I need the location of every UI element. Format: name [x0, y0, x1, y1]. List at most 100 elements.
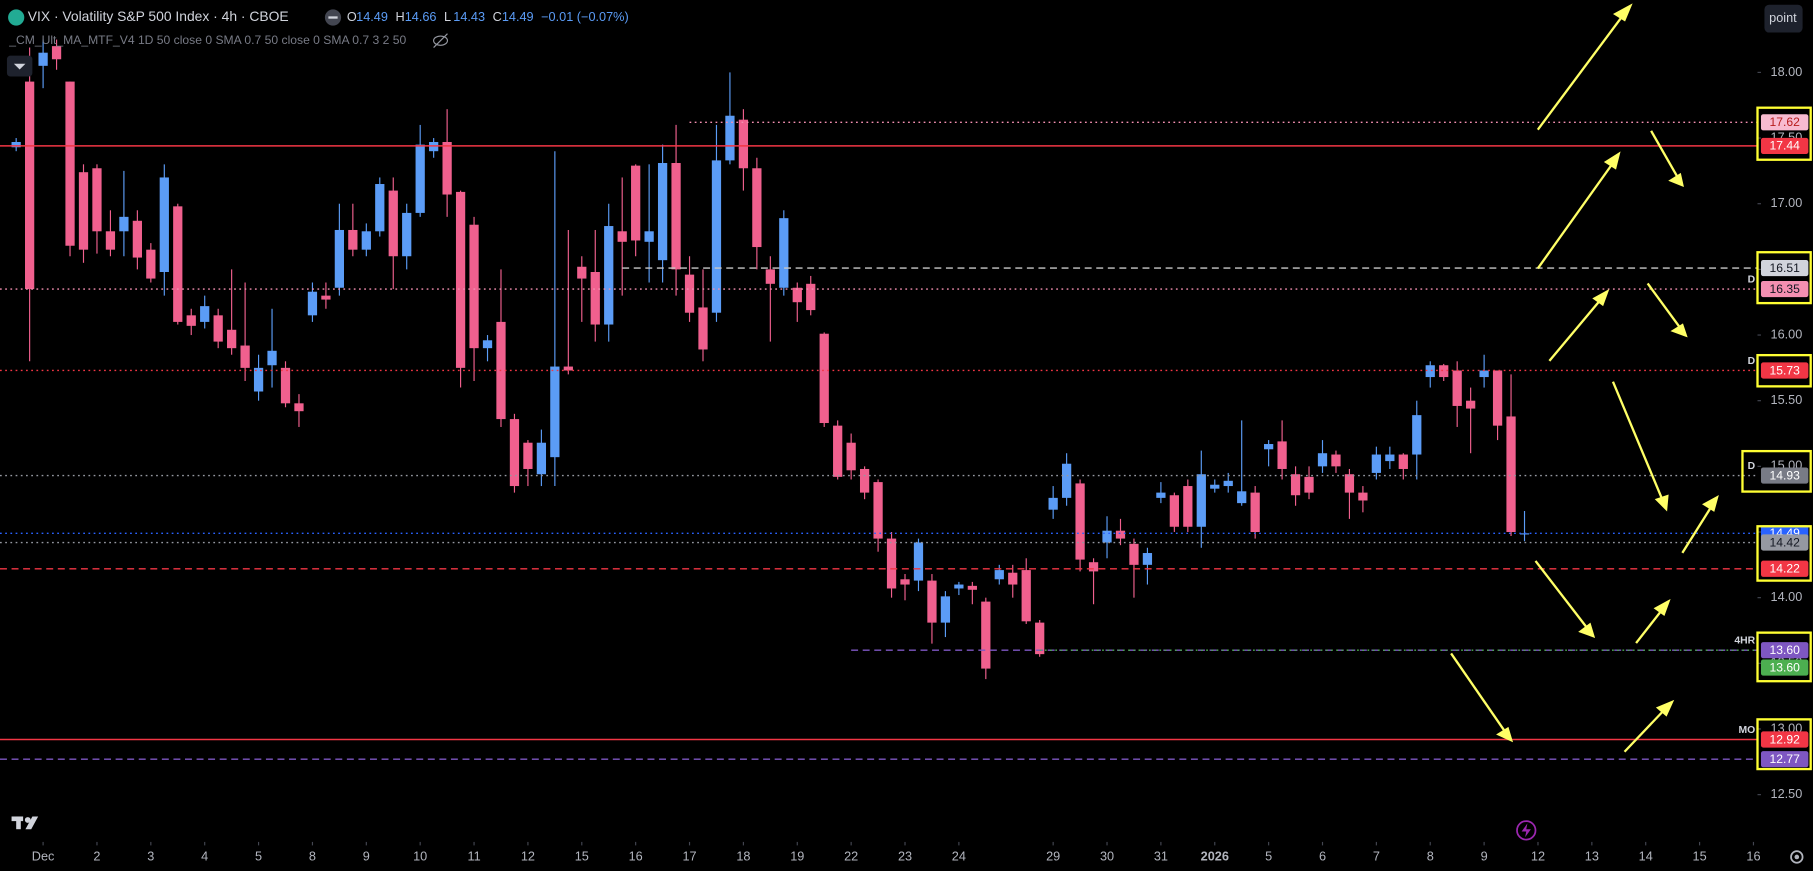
candle-body	[779, 218, 789, 288]
plot-area	[11, 39, 1530, 680]
x-tick-label: 8	[309, 848, 316, 863]
candle-body	[1519, 533, 1530, 535]
ohlc-value: 14.43	[453, 9, 485, 24]
candle-body	[415, 144, 425, 213]
x-tick-label: 2026	[1201, 848, 1229, 863]
x-tick-label: 18	[736, 848, 750, 863]
price-label-box	[1760, 534, 1809, 551]
candle-body	[173, 206, 183, 322]
hide-icon[interactable]	[433, 33, 449, 48]
x-tick-label: 24	[952, 848, 966, 863]
candle-body	[1466, 400, 1476, 409]
price-label: 17.62	[1770, 115, 1801, 129]
x-tick-label: 12	[521, 848, 535, 863]
x-tick-label: 23	[898, 848, 912, 863]
candle-body	[981, 601, 991, 669]
candle-body	[536, 442, 547, 475]
candle-body	[1035, 622, 1045, 655]
candle-body	[752, 168, 762, 248]
y-tick-label: 16.00	[1771, 326, 1803, 341]
candle-body	[550, 366, 560, 458]
candle-body	[200, 306, 210, 322]
highlight-box	[1756, 353, 1812, 388]
candle-body	[900, 579, 910, 585]
arrow	[1646, 282, 1688, 338]
ohlc-key: L	[444, 9, 451, 24]
candle-body	[725, 115, 735, 161]
x-tick-label: 12	[1531, 848, 1545, 863]
symbol-icon[interactable]	[8, 9, 25, 26]
price-label-box	[1760, 659, 1809, 676]
price-label: 17.44	[1770, 139, 1801, 153]
header: VIX · Volatility S&P 500 Index · 4h · CB…	[6, 4, 1803, 77]
highlight-box	[1756, 251, 1812, 305]
x-tick-label: Dec	[32, 848, 55, 863]
ohlc-key: C	[493, 9, 502, 24]
x-tick-label: 6	[1319, 848, 1326, 863]
candle-body	[1008, 572, 1018, 585]
candle-body	[146, 249, 156, 279]
price-label-box	[1760, 642, 1809, 659]
candle-body	[1210, 484, 1220, 489]
arrow	[1681, 495, 1719, 554]
levels: D D D 4HR MO	[0, 121, 1758, 760]
tv-logo[interactable]	[11, 816, 39, 830]
candle-body	[819, 333, 829, 424]
candle-body	[1156, 492, 1166, 498]
candle-body	[1277, 441, 1287, 469]
x-tick-label: 3	[147, 848, 154, 863]
candle-body	[604, 226, 614, 325]
price-label: 14.93	[1770, 468, 1801, 482]
candle-body	[38, 52, 48, 66]
candle-body	[1492, 370, 1503, 426]
price-label: 12.77	[1770, 752, 1801, 766]
price-label-box	[1760, 362, 1809, 379]
candle-body	[644, 231, 654, 242]
x-tick-label: 15	[1693, 848, 1707, 863]
candle-body	[792, 287, 802, 303]
price-label-box	[1760, 114, 1809, 131]
alert-icon[interactable]	[1516, 820, 1537, 841]
arrow	[1534, 560, 1596, 638]
time-axis: Dec 2 3 4 5 8 9 10 11 12 15 16 17 18 19 22 23 24 29 30 31 202…	[32, 841, 1761, 863]
highlight-box	[1756, 631, 1812, 683]
price-label-box	[1760, 280, 1809, 298]
candle-body	[442, 141, 452, 195]
ohlc-legend: O 14.49 H 14.66 L 14.43 C 14.49 −0.01 (−0.07%)	[347, 9, 629, 24]
candle-body	[334, 229, 345, 288]
candle-body	[913, 542, 924, 581]
arrow	[1623, 699, 1675, 753]
ohlc-value: 14.66	[405, 9, 437, 24]
symbol-title[interactable]: VIX · Volatility S&P 500 Index · 4h · CB…	[28, 8, 289, 24]
candle-body	[563, 366, 573, 371]
mode-button-label[interactable]: point	[1769, 10, 1797, 25]
x-tick-label: 10	[413, 848, 427, 863]
candle-body	[348, 229, 358, 250]
x-tick-label: 30	[1100, 848, 1114, 863]
candle-body	[253, 367, 264, 392]
candle-body	[1237, 491, 1247, 504]
ohlc-value: 14.49	[502, 9, 534, 24]
price-label: 15.73	[1770, 363, 1801, 377]
candle-body	[51, 46, 62, 60]
highlight-box	[1756, 525, 1812, 582]
candle-body	[1479, 370, 1489, 378]
price-label: 12.92	[1770, 732, 1801, 746]
level-tag: 4HR	[1734, 636, 1755, 647]
indicator-label[interactable]: _CM_Ult_MA_MTF_V4 1D 50 close 0 SMA 0.7 …	[8, 33, 406, 47]
candle-body	[1183, 486, 1193, 527]
candle-body	[1169, 495, 1179, 527]
candle-body	[1290, 474, 1301, 496]
mode-button[interactable]	[1764, 4, 1803, 33]
x-tick-label: 11	[467, 848, 480, 863]
candle-body	[1021, 570, 1031, 622]
settings-icon[interactable]	[1790, 850, 1804, 864]
candle-body	[631, 165, 641, 241]
candle-body	[1088, 562, 1099, 572]
candle-body	[711, 160, 722, 313]
candle-body	[482, 340, 493, 349]
candle-body	[132, 220, 142, 258]
candle-body	[1264, 444, 1274, 450]
candle-body	[1371, 454, 1381, 473]
candle-body	[78, 172, 89, 250]
